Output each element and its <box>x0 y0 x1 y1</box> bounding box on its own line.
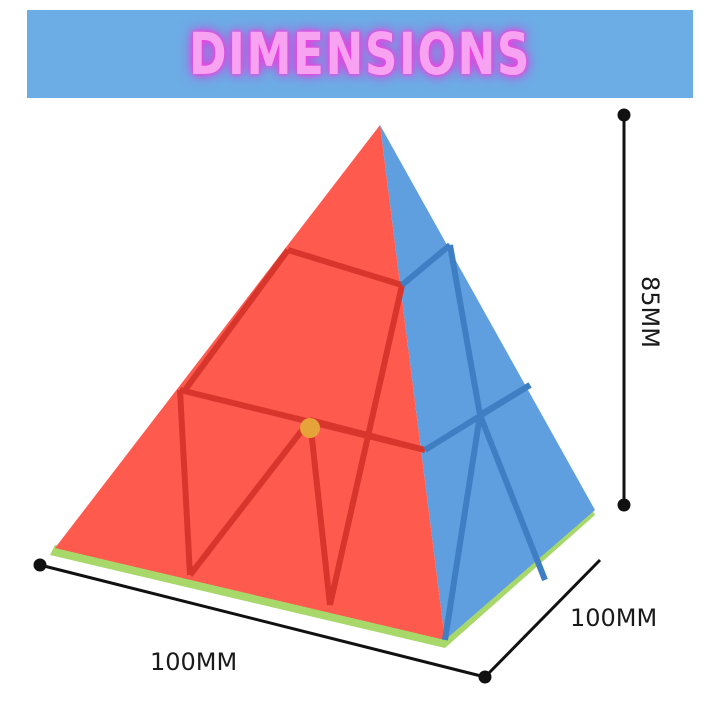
depth-dimension-line <box>483 558 602 679</box>
center-joint <box>300 418 320 438</box>
width-dimension-line <box>39 563 486 679</box>
depth-label: 100MM <box>570 604 658 632</box>
side-face <box>380 125 595 640</box>
title-banner: DIMENSIONS <box>27 10 693 98</box>
dimension-lines <box>33 108 631 684</box>
side-face-grid <box>400 242 548 641</box>
front-face <box>55 125 445 640</box>
height-top-dot <box>617 108 631 122</box>
banner-title: DIMENSIONS <box>188 20 532 88</box>
pyraminx-puzzle-icon <box>50 125 595 648</box>
width-left-dot <box>33 558 47 572</box>
height-label: 85MM <box>636 276 664 348</box>
front-face-grid <box>177 247 426 606</box>
height-bottom-dot <box>617 498 631 512</box>
width-label: 100MM <box>150 648 238 676</box>
base-face <box>50 505 595 648</box>
